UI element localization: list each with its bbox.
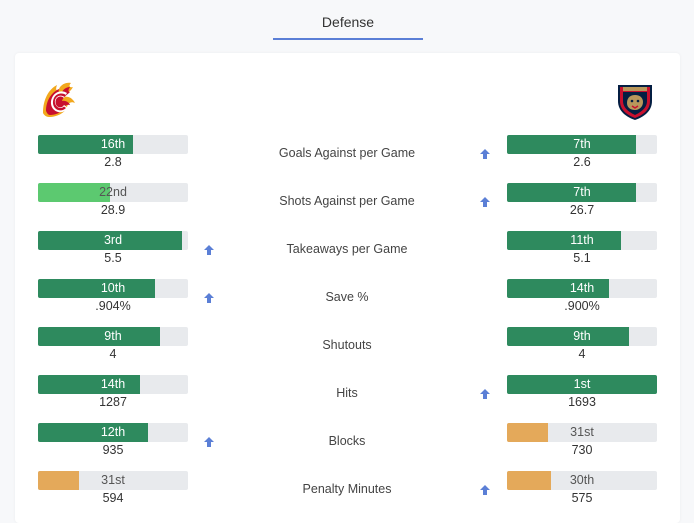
stat-row: 22nd 28.9 7th 26.7 Shots Against per Game [15, 183, 680, 231]
arrow-up-icon [202, 243, 216, 257]
left-stat-value: .904% [95, 299, 131, 313]
left-rank-bar: 22nd [38, 183, 188, 202]
left-rank-label: 3rd [103, 233, 123, 247]
left-stat-value: 28.9 [100, 203, 126, 217]
stat-label: Takeaways per Game [286, 242, 408, 256]
right-rank-label: 1st [573, 377, 591, 391]
stat-label: Penalty Minutes [302, 482, 392, 496]
arrow-up-icon [478, 483, 492, 497]
left-rank-fill [38, 135, 133, 154]
left-rank-label: 22nd [99, 185, 127, 199]
right-rank-label: 30th [569, 473, 595, 487]
stat-label: Shutouts [322, 338, 372, 352]
stat-row: 9th 4 9th 4 Shutouts [15, 327, 680, 375]
tab-defense[interactable]: Defense [321, 14, 375, 30]
stat-row: 14th 1287 1st 1693 Hits [15, 375, 680, 423]
left-stat-value: 4 [109, 347, 117, 361]
left-stat-value: 935 [102, 443, 124, 457]
right-rank-fill [507, 231, 621, 250]
left-rank-bar: 12th [38, 423, 188, 442]
stat-label: Shots Against per Game [279, 194, 415, 208]
right-rank-bar: 7th [507, 135, 657, 154]
stat-label: Save % [325, 290, 369, 304]
left-rank-fill [38, 183, 110, 202]
left-rank-bar: 9th [38, 327, 188, 346]
left-rank-fill [38, 471, 79, 490]
right-stat-value: 575 [571, 491, 593, 505]
right-rank-label: 14th [569, 281, 595, 295]
right-stat-value: 730 [571, 443, 593, 457]
right-stat-value: 26.7 [569, 203, 595, 217]
right-rank-fill [507, 279, 609, 298]
right-stat-value: .900% [564, 299, 600, 313]
tab-active-indicator [273, 38, 423, 40]
stat-row: 16th 2.8 7th 2.6 Goals Against per Game [15, 135, 680, 183]
left-stat-value: 1287 [99, 395, 127, 409]
left-rank-label: 31st [101, 473, 125, 487]
tab-bar: Defense [0, 0, 694, 45]
left-stat-value: 5.5 [104, 251, 122, 265]
right-rank-fill [507, 471, 551, 490]
right-rank-label: 7th [573, 137, 591, 151]
left-rank-fill [38, 375, 140, 394]
left-rank-bar: 16th [38, 135, 188, 154]
right-rank-fill [507, 183, 636, 202]
right-stat-value: 1693 [568, 395, 596, 409]
right-rank-label: 31st [570, 425, 594, 439]
left-rank-bar: 10th [38, 279, 188, 298]
stat-label: Goals Against per Game [278, 146, 416, 160]
left-rank-label: 10th [100, 281, 126, 295]
right-rank-fill [507, 423, 548, 442]
right-rank-label: 11th [570, 233, 594, 247]
left-rank-label: 9th [104, 329, 122, 343]
right-rank-bar: 14th [507, 279, 657, 298]
arrow-up-icon [202, 291, 216, 305]
right-rank-bar: 30th [507, 471, 657, 490]
right-stat-value: 4 [578, 347, 586, 361]
right-rank-fill [507, 135, 636, 154]
left-stat-value: 594 [102, 491, 124, 505]
left-stat-value: 2.8 [104, 155, 122, 169]
left-rank-label: 14th [100, 377, 126, 391]
stat-row: 31st 594 30th 575 Penalty Minutes [15, 471, 680, 519]
right-rank-label: 9th [573, 329, 591, 343]
left-rank-bar: 14th [38, 375, 188, 394]
arrow-up-icon [478, 147, 492, 161]
left-rank-bar: 3rd [38, 231, 188, 250]
left-rank-fill [38, 423, 148, 442]
left-rank-label: 12th [100, 425, 126, 439]
arrow-up-icon [478, 195, 492, 209]
arrow-up-icon [478, 387, 492, 401]
stat-label: Hits [336, 386, 358, 400]
florida-panthers-logo [618, 85, 652, 120]
stat-row: 10th .904% 14th .900% Save % [15, 279, 680, 327]
stat-label: Blocks [328, 434, 366, 448]
right-stat-value: 2.6 [573, 155, 591, 169]
right-rank-fill [507, 375, 657, 394]
right-rank-bar: 1st [507, 375, 657, 394]
left-rank-fill [38, 231, 182, 250]
arrow-up-icon [202, 435, 216, 449]
calgary-flames-logo [43, 82, 75, 117]
stat-row: 3rd 5.5 11th 5.1 Takeaways per Game [15, 231, 680, 279]
left-rank-bar: 31st [38, 471, 188, 490]
right-rank-bar: 9th [507, 327, 657, 346]
comparison-card: 16th 2.8 7th 2.6 Goals Against per Game 22nd 2… [15, 53, 680, 523]
right-rank-bar: 7th [507, 183, 657, 202]
left-rank-label: 16th [100, 137, 126, 151]
right-rank-bar: 11th [507, 231, 657, 250]
right-stat-value: 5.1 [573, 251, 591, 265]
left-rank-fill [38, 327, 160, 346]
left-rank-fill [38, 279, 155, 298]
stat-row: 12th 935 31st 730 Blocks [15, 423, 680, 471]
right-rank-bar: 31st [507, 423, 657, 442]
right-rank-fill [507, 327, 629, 346]
right-rank-label: 7th [573, 185, 591, 199]
